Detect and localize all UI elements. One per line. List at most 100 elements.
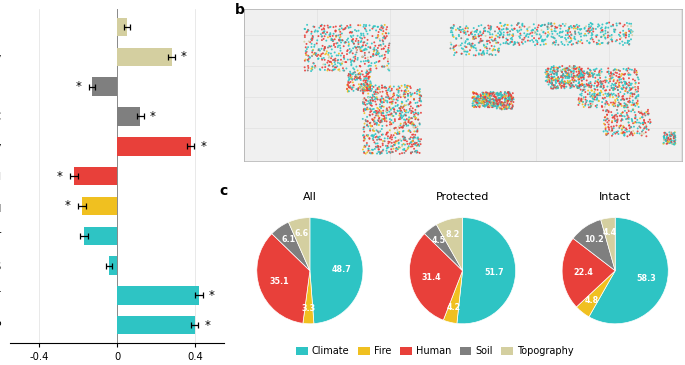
Point — [619, 40, 630, 46]
Point — [334, 38, 345, 43]
Point — [590, 32, 601, 38]
Point — [356, 31, 366, 36]
Point — [509, 26, 520, 32]
Point — [403, 93, 414, 99]
Point — [447, 32, 458, 38]
Point — [492, 90, 503, 96]
Point — [633, 86, 644, 92]
Point — [510, 40, 521, 46]
Point — [479, 94, 490, 100]
Point — [381, 119, 392, 124]
Point — [369, 121, 380, 127]
Point — [508, 90, 519, 96]
Point — [411, 115, 422, 121]
Point — [407, 122, 418, 127]
Point — [485, 90, 496, 96]
Point — [375, 105, 386, 111]
Point — [466, 45, 477, 50]
Point — [665, 136, 676, 142]
Point — [347, 38, 358, 44]
Point — [602, 20, 613, 26]
Point — [530, 37, 541, 43]
Point — [387, 149, 398, 155]
Point — [567, 65, 578, 71]
Point — [547, 78, 558, 84]
Point — [592, 73, 603, 78]
Point — [608, 68, 619, 73]
Point — [669, 134, 680, 140]
Point — [348, 82, 359, 88]
Point — [412, 129, 423, 135]
Point — [384, 100, 395, 105]
Point — [359, 76, 370, 82]
Point — [392, 103, 403, 109]
Point — [399, 147, 410, 153]
Point — [638, 111, 649, 117]
Point — [373, 33, 384, 39]
Point — [557, 79, 568, 85]
Point — [571, 69, 582, 74]
Point — [361, 47, 372, 53]
Point — [388, 92, 399, 97]
Point — [603, 92, 614, 98]
Point — [300, 57, 311, 62]
Point — [360, 26, 371, 31]
Point — [471, 104, 482, 110]
Point — [406, 92, 416, 97]
Point — [496, 94, 507, 100]
Point — [395, 116, 406, 122]
Point — [587, 93, 598, 99]
Point — [326, 36, 337, 42]
Point — [540, 78, 551, 84]
Point — [360, 88, 371, 93]
Point — [639, 124, 650, 130]
Point — [612, 107, 623, 113]
Point — [558, 28, 569, 34]
Point — [406, 119, 417, 125]
Point — [503, 32, 514, 38]
Bar — [75, 167, 117, 185]
Point — [363, 74, 374, 80]
Point — [316, 46, 327, 52]
Point — [627, 85, 638, 91]
Point — [359, 134, 370, 139]
Point — [557, 34, 568, 40]
Point — [303, 27, 314, 33]
Point — [345, 57, 356, 62]
Point — [307, 67, 318, 73]
Point — [588, 83, 599, 89]
Point — [355, 85, 366, 91]
Point — [503, 96, 514, 102]
Point — [379, 138, 390, 144]
Point — [370, 134, 381, 140]
Point — [551, 65, 562, 70]
Point — [366, 95, 377, 101]
Point — [382, 107, 393, 113]
Point — [412, 117, 423, 123]
Point — [376, 53, 387, 59]
Point — [564, 26, 575, 31]
Point — [353, 85, 364, 91]
Point — [632, 126, 643, 131]
Point — [358, 135, 369, 141]
Point — [343, 43, 354, 49]
Point — [499, 89, 510, 95]
Point — [614, 74, 625, 80]
Point — [365, 88, 376, 94]
Point — [347, 87, 358, 92]
Point — [371, 87, 382, 93]
Point — [547, 75, 558, 81]
Point — [477, 50, 488, 56]
Point — [356, 32, 366, 38]
Point — [616, 116, 627, 122]
Point — [607, 127, 618, 133]
Point — [617, 86, 628, 92]
Point — [620, 88, 631, 94]
Point — [584, 28, 595, 34]
Point — [376, 110, 387, 116]
Point — [338, 68, 349, 73]
Point — [493, 96, 503, 102]
Point — [576, 91, 587, 96]
Point — [615, 97, 626, 103]
Point — [625, 66, 636, 72]
